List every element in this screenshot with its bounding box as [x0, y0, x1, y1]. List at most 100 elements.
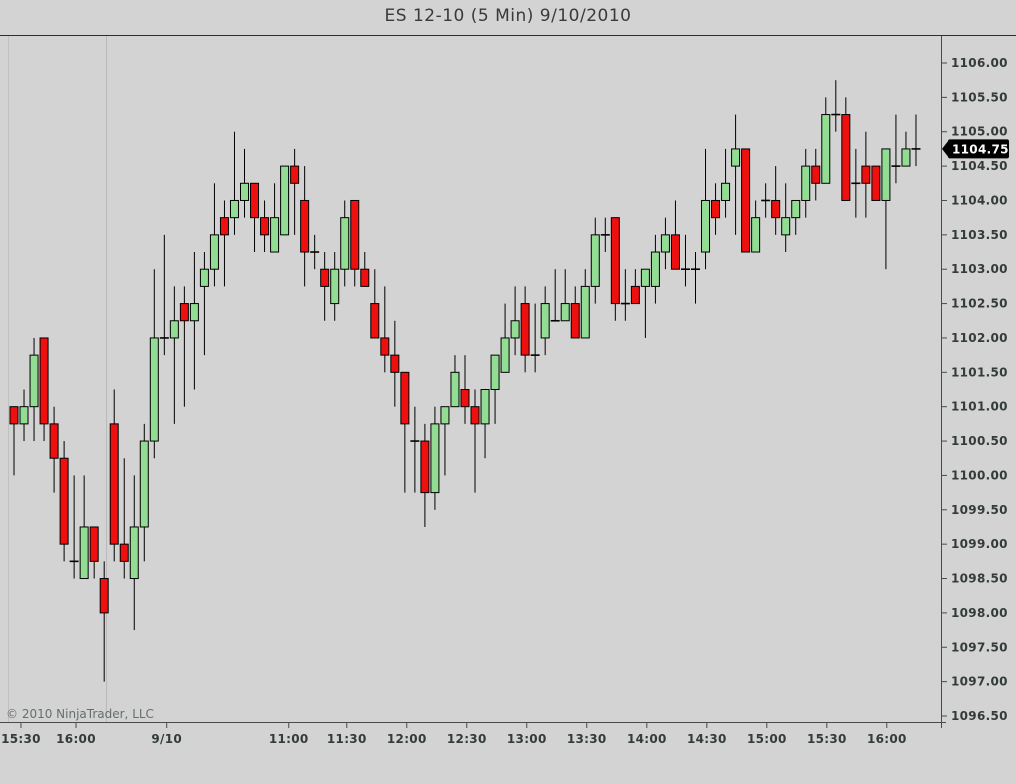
candle[interactable]	[560, 269, 570, 322]
candle[interactable]	[650, 234, 660, 304]
candle[interactable]	[400, 371, 410, 493]
candle[interactable]	[320, 252, 330, 321]
candle[interactable]	[199, 252, 209, 356]
candle[interactable]	[440, 406, 450, 476]
candle[interactable]	[680, 234, 690, 287]
candle[interactable]	[721, 148, 731, 218]
candle[interactable]	[540, 286, 550, 356]
candle[interactable]	[79, 475, 89, 580]
candle[interactable]	[250, 182, 260, 253]
candle[interactable]	[350, 199, 360, 287]
candle[interactable]	[450, 355, 460, 408]
candle[interactable]	[330, 252, 340, 321]
candle[interactable]	[781, 183, 791, 253]
candle[interactable]	[39, 337, 49, 442]
candle[interactable]	[149, 269, 159, 459]
candle[interactable]	[600, 217, 610, 253]
candle[interactable]	[640, 268, 650, 338]
candle[interactable]	[290, 148, 300, 235]
candle[interactable]	[801, 148, 811, 218]
candle[interactable]	[139, 423, 149, 562]
candle[interactable]	[841, 97, 851, 201]
candle[interactable]	[701, 148, 711, 270]
candle[interactable]	[871, 165, 881, 201]
candle[interactable]	[731, 114, 741, 235]
candle[interactable]	[620, 269, 630, 321]
candle[interactable]	[851, 148, 861, 218]
candle[interactable]	[159, 234, 169, 356]
candle[interactable]	[9, 406, 19, 476]
candle[interactable]	[831, 80, 841, 132]
candle[interactable]	[179, 286, 189, 407]
candle[interactable]	[99, 561, 109, 682]
candle[interactable]	[219, 200, 229, 287]
candle[interactable]	[530, 303, 540, 373]
candle[interactable]	[791, 199, 801, 235]
candle[interactable]	[29, 337, 39, 442]
candle[interactable]	[19, 389, 29, 442]
candle[interactable]	[861, 131, 871, 218]
candle[interactable]	[260, 200, 270, 253]
candle[interactable]	[189, 252, 199, 390]
candle[interactable]	[420, 423, 430, 527]
candle[interactable]	[129, 475, 139, 631]
candle[interactable]	[771, 166, 781, 235]
y-tick-label: 1099.50	[951, 503, 1008, 517]
candle[interactable]	[380, 286, 390, 373]
candle[interactable]	[340, 200, 350, 287]
y-tick-label: 1097.50	[951, 640, 1008, 654]
candle[interactable]	[811, 148, 821, 201]
candle[interactable]	[480, 389, 490, 459]
candle[interactable]	[109, 389, 119, 562]
candle[interactable]	[751, 200, 761, 253]
candle[interactable]	[370, 269, 380, 339]
candle[interactable]	[610, 217, 620, 321]
candle[interactable]	[49, 406, 59, 493]
candle[interactable]	[881, 148, 891, 270]
candle[interactable]	[300, 166, 310, 287]
last-price-badge-value: 1104.75	[952, 142, 1009, 156]
candle[interactable]	[59, 441, 69, 562]
candle-body-down	[360, 268, 370, 287]
candle-body-down	[219, 217, 229, 236]
candle[interactable]	[89, 526, 99, 579]
candle-body-up	[660, 234, 670, 253]
candle[interactable]	[711, 183, 721, 235]
candle[interactable]	[470, 389, 480, 493]
candle[interactable]	[660, 217, 670, 270]
candle[interactable]	[761, 183, 771, 218]
candle[interactable]	[911, 114, 921, 167]
candle[interactable]	[280, 165, 290, 236]
candle[interactable]	[169, 286, 179, 424]
candle[interactable]	[570, 286, 580, 339]
candle[interactable]	[430, 406, 440, 510]
candle[interactable]	[410, 406, 420, 493]
candle[interactable]	[500, 303, 510, 373]
candle[interactable]	[901, 131, 911, 167]
candle[interactable]	[670, 200, 680, 270]
candle[interactable]	[240, 148, 250, 218]
candle[interactable]	[590, 217, 600, 304]
candle[interactable]	[270, 183, 280, 253]
candle[interactable]	[209, 183, 219, 287]
candle[interactable]	[360, 252, 370, 287]
candle[interactable]	[550, 269, 560, 322]
candle[interactable]	[580, 269, 590, 339]
candle[interactable]	[460, 355, 470, 424]
candle-body-down	[350, 199, 360, 270]
candle[interactable]	[690, 252, 700, 304]
candle[interactable]	[630, 269, 640, 305]
candle[interactable]	[69, 475, 79, 579]
candle[interactable]	[741, 148, 751, 253]
candle[interactable]	[510, 286, 520, 356]
candle[interactable]	[821, 97, 831, 184]
candle[interactable]	[119, 458, 129, 579]
x-tick-label: 16:00	[867, 732, 907, 746]
candle[interactable]	[390, 320, 400, 407]
candle[interactable]	[229, 131, 239, 235]
candle[interactable]	[310, 234, 320, 270]
candle[interactable]	[490, 354, 500, 424]
candle[interactable]	[891, 114, 901, 184]
candle[interactable]	[520, 286, 530, 373]
